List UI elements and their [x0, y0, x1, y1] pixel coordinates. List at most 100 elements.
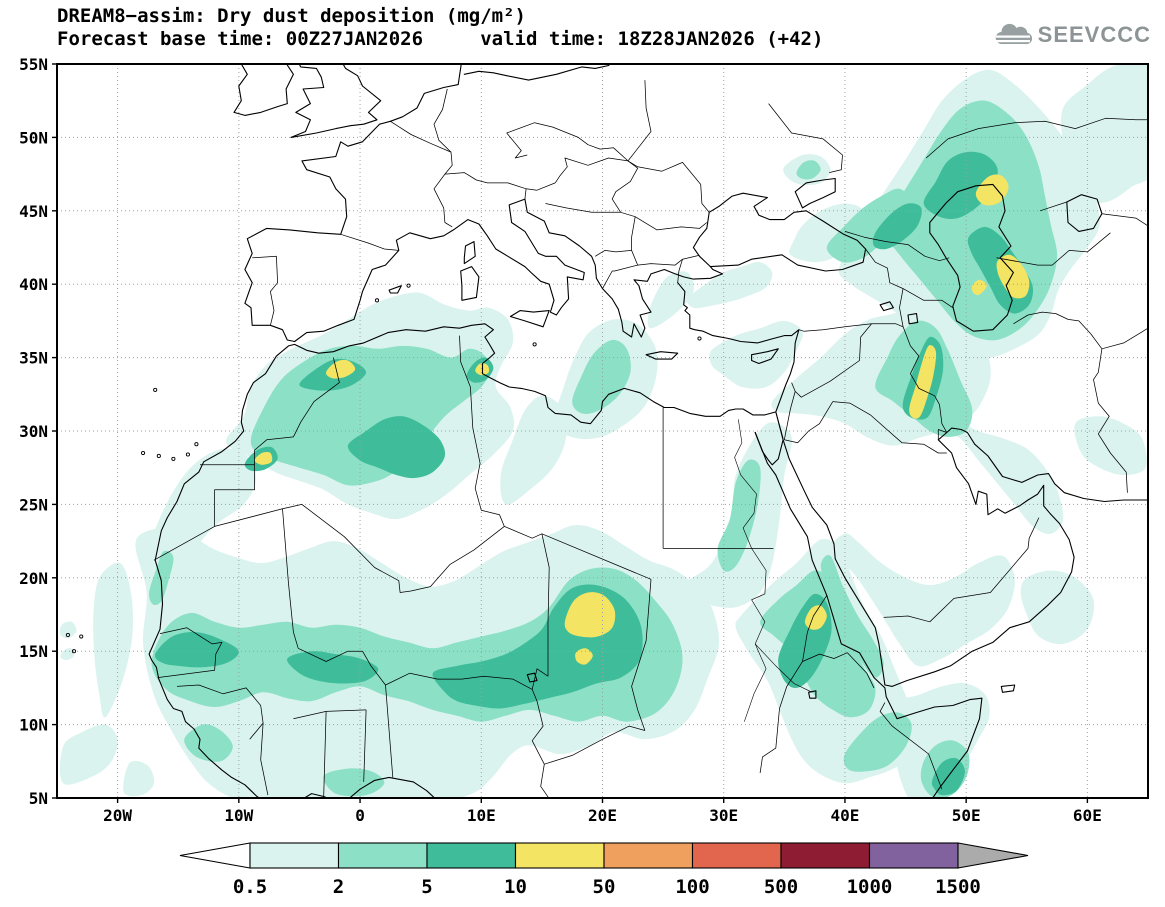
contour-atlantic-small [123, 760, 155, 797]
country-border [937, 429, 947, 440]
lon-tick-label: 10E [467, 806, 496, 825]
coastline [782, 427, 1148, 687]
colorbar-segment [780, 842, 871, 869]
river [754, 643, 813, 693]
country-border [925, 117, 1148, 159]
contour-makran-coast [1074, 416, 1147, 475]
country-border [798, 323, 904, 332]
island-dot [71, 649, 77, 654]
coastline [460, 266, 480, 301]
contour-persian-gulf-south-iran [935, 416, 1064, 535]
country-border [506, 132, 528, 159]
country-border [153, 464, 255, 561]
country-border [879, 702, 943, 790]
country-border [544, 725, 646, 765]
contour-iraq-iran-maximum [909, 345, 937, 419]
country-border [627, 160, 710, 213]
country-border [902, 288, 954, 309]
country-border [545, 203, 621, 213]
country-border [775, 411, 784, 439]
island-dot [374, 298, 380, 303]
contour-cape-verde-north [59, 621, 77, 639]
lon-tick-label: 50E [952, 806, 981, 825]
island-dot [194, 442, 199, 447]
coastline [692, 192, 867, 272]
coastline [463, 241, 476, 265]
coastline [244, 120, 391, 343]
coastline [303, 776, 436, 798]
contour-chad-maximum [564, 592, 616, 638]
country-border [620, 211, 708, 231]
contour-caucasus-core [872, 203, 922, 250]
contour-senegal-mauritania-core [154, 631, 239, 668]
coastline [879, 301, 894, 312]
colorbar-segment [603, 842, 694, 869]
contour-central-algeria-core [347, 416, 446, 479]
lon-tick-label: 10W [224, 806, 253, 825]
colorbar-arrow-right [957, 842, 1029, 869]
country-border [252, 255, 278, 326]
country-border [784, 401, 834, 444]
coastline [389, 64, 462, 122]
country-border [504, 526, 652, 580]
colorbar-tick-label: 10 [504, 876, 527, 898]
coastline [526, 672, 538, 683]
coastline [907, 313, 919, 325]
colorbar-segment [868, 842, 959, 869]
lon-tick-label: 40E [830, 806, 859, 825]
map-layers [57, 64, 1148, 798]
country-border [506, 122, 629, 162]
island-dot [141, 450, 146, 456]
coastline [388, 285, 402, 294]
coastline [294, 198, 724, 343]
country-border [783, 382, 796, 440]
colorbar-tick-label: 50 [593, 876, 616, 898]
contour-red-sea-west-egypt [717, 459, 761, 572]
coastline [463, 64, 611, 81]
country-border [524, 188, 527, 200]
coastline [290, 64, 382, 138]
contour-turkmenistan-secondary [971, 279, 987, 295]
country-border [595, 250, 632, 257]
country-border [554, 157, 629, 184]
country-border [844, 231, 950, 262]
colorbar-segment [514, 842, 605, 869]
lat-tick-label: 45N [19, 202, 48, 221]
lat-tick-label: 50N [19, 128, 48, 147]
contour-aegean [647, 271, 694, 329]
cloud-icon [995, 23, 1032, 45]
country-border [611, 160, 639, 213]
logo-text: SEEVCCC [1037, 22, 1151, 47]
island-dot [185, 452, 190, 457]
contour-southern-arabia [832, 533, 1015, 667]
country-border [883, 517, 1040, 623]
country-border [1013, 311, 1103, 350]
contour-cape-verde-south [60, 648, 75, 661]
country-border [759, 661, 803, 774]
country-border [802, 652, 875, 689]
contour-caspian-northwest-core [923, 151, 998, 219]
lon-tick-label: 0 [355, 806, 365, 825]
country-border [433, 88, 452, 153]
lat-tick-label: 35N [19, 349, 48, 368]
coastline [754, 431, 983, 798]
colorbar-tick-label: 5 [421, 876, 432, 898]
country-border [340, 233, 399, 251]
contour-south-russia-small [796, 160, 821, 180]
chart-title: DREAM8−assim: Dry dust deposition (mg/m²… [57, 5, 526, 27]
lat-tick-label: 15N [19, 642, 48, 661]
country-border [802, 595, 828, 662]
contour-oman-arabian-sea [1020, 570, 1095, 645]
country-border [677, 259, 683, 283]
colorbar-segment [249, 842, 340, 869]
country-border [602, 264, 638, 289]
coastline [509, 310, 550, 328]
coastline [233, 64, 294, 116]
contour-chad-secondary [575, 648, 593, 665]
country-border [444, 172, 556, 191]
colorbar-tick-label: 1000 [847, 876, 893, 898]
country-border [541, 533, 550, 677]
lat-tick-label: 30N [19, 422, 48, 441]
country-border [1101, 213, 1148, 227]
lat-tick-label: 55N [19, 55, 48, 74]
